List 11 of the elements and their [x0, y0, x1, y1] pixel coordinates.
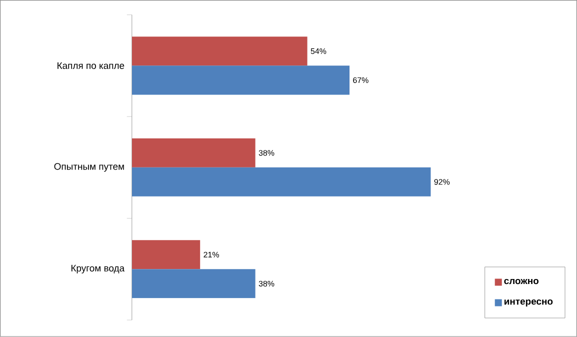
- bar: [132, 167, 431, 197]
- bar: [132, 66, 350, 95]
- bar: [132, 240, 200, 270]
- legend-label: интересно: [504, 300, 553, 307]
- y-tick-label: Капля по капле: [58, 62, 124, 70]
- bar: [132, 36, 308, 66]
- bar: [132, 269, 256, 298]
- legend-label: сложно: [504, 279, 539, 284]
- y-tick-label: Кругом вода: [71, 264, 125, 274]
- y-tick-label: Опытным путем: [54, 163, 124, 172]
- bar: [132, 138, 256, 168]
